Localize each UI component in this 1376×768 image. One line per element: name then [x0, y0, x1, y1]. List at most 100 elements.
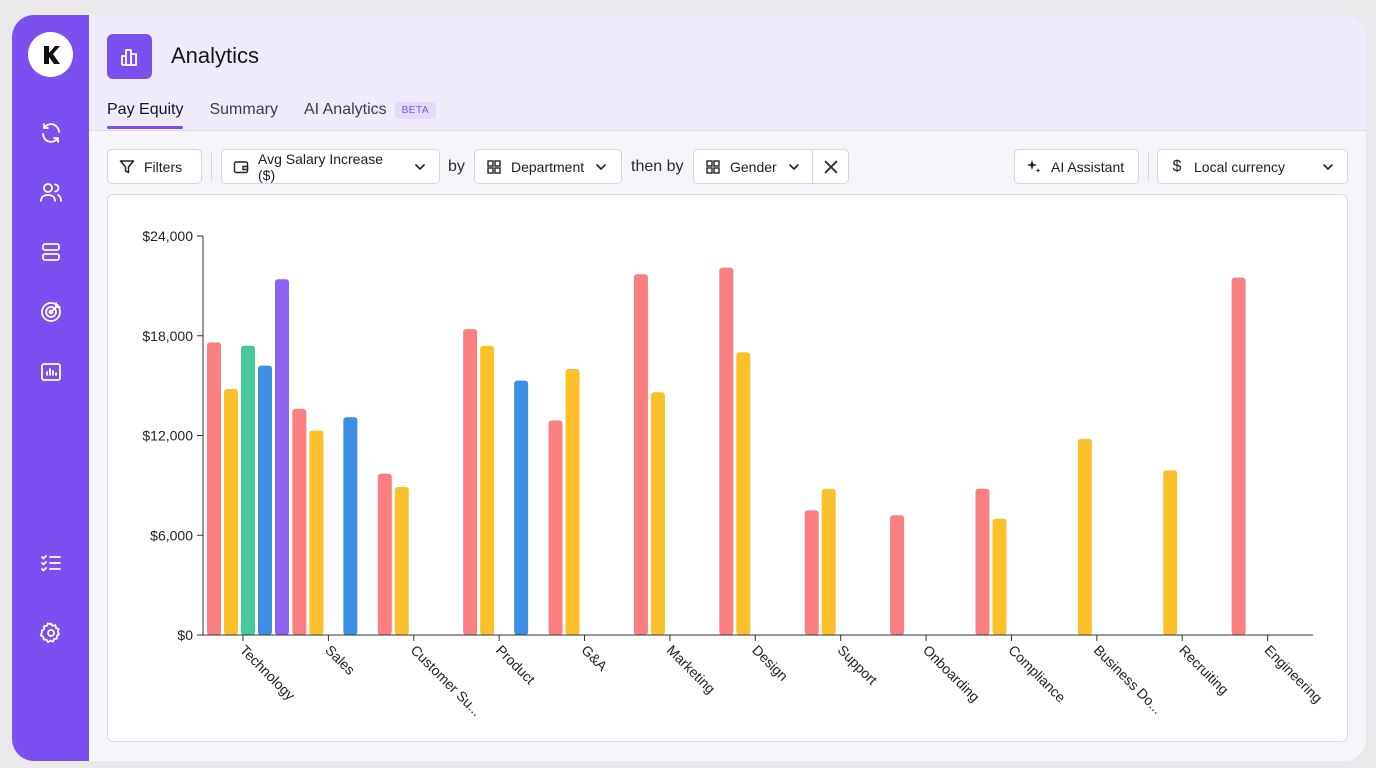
bar-series	[207, 267, 1246, 635]
bar-g-a-s1[interactable]	[548, 420, 563, 635]
x-tick-label: Customer Su...	[408, 642, 485, 719]
bar-onboarding-s1[interactable]	[890, 515, 905, 635]
bar-design-s2[interactable]	[736, 352, 751, 635]
y-axis: $0 $6,000 $12,000 $18,000 $24,000	[142, 228, 204, 643]
toolbar-divider	[211, 153, 212, 181]
grid-icon	[706, 159, 720, 174]
chevron-down-icon	[596, 163, 606, 170]
filters-label: Filters	[144, 158, 183, 175]
tab-label: Pay Equity	[107, 101, 184, 118]
metric-dropdown[interactable]: Avg Salary Increase ($)	[221, 149, 440, 184]
tab-label: Summary	[209, 101, 278, 118]
metric-label: Avg Salary Increase ($)	[258, 150, 384, 183]
then-by-dropdown[interactable]: Gender	[693, 149, 849, 184]
bar-technology-s4[interactable]	[258, 365, 272, 635]
tab-summary[interactable]: Summary	[209, 101, 277, 127]
bar-customer-su--s1[interactable]	[377, 473, 392, 635]
bar-customer-su--s2[interactable]	[394, 487, 409, 635]
main-content: Analytics Pay Equity Summary AI Analytic…	[89, 15, 1366, 761]
bar-chart-icon	[107, 34, 152, 79]
then-by-label: then by	[631, 158, 684, 175]
chevron-down-icon	[415, 163, 425, 170]
x-tick-label: Compliance	[1005, 642, 1069, 706]
ai-assistant-label: AI Assistant	[1051, 158, 1125, 175]
bar-sales-s4[interactable]	[343, 417, 358, 635]
x-tick-label: Engineering	[1261, 642, 1325, 706]
tab-label: AI Analytics	[303, 101, 387, 118]
bar-support-s2[interactable]	[821, 488, 836, 635]
currency-label: Local currency	[1194, 158, 1286, 175]
x-tick-label: Product	[493, 642, 539, 688]
x-tick-label: Support	[835, 642, 881, 688]
bar-sales-s1[interactable]	[292, 408, 307, 635]
close-icon	[824, 160, 837, 173]
bar-chart: $0 $6,000 $12,000 $18,000 $24,000 Technology…	[142, 228, 1326, 719]
x-tick-label: Recruiting	[1176, 642, 1232, 698]
beta-badge: BETA	[394, 101, 437, 119]
then-by-value: Gender	[730, 158, 777, 175]
toolbar-divider	[1148, 153, 1149, 181]
settings-gear-icon[interactable]	[37, 619, 64, 646]
clear-group-button[interactable]	[813, 150, 848, 183]
bar-engineering-s1[interactable]	[1231, 277, 1246, 635]
bar-business-do--s2[interactable]	[1077, 438, 1092, 635]
app-window: Analytics Pay Equity Summary AI Analytic…	[12, 15, 1366, 761]
currency-dropdown[interactable]: $ Local currency	[1157, 149, 1348, 184]
bar-design-s1[interactable]	[719, 267, 734, 635]
bar-product-s4[interactable]	[514, 380, 529, 635]
bar-recruiting-s2[interactable]	[1163, 470, 1178, 635]
group-by-dropdown[interactable]: Department	[474, 149, 622, 184]
checklist-icon[interactable]	[37, 549, 64, 576]
page-title: Analytics	[171, 43, 260, 68]
x-tick-label: Design	[749, 642, 791, 684]
tab-pay-equity[interactable]: Pay Equity	[107, 101, 184, 129]
sidebar	[12, 15, 102, 761]
bar-compliance-s1[interactable]	[975, 488, 990, 635]
sparkle-icon	[1027, 159, 1041, 173]
brand-logo-icon[interactable]	[28, 32, 73, 77]
bar-marketing-s1[interactable]	[633, 274, 648, 635]
grid-icon	[487, 159, 501, 174]
tab-ai-analytics[interactable]: AI Analytics BETA	[303, 101, 437, 127]
sync-icon[interactable]	[37, 119, 64, 146]
users-icon[interactable]	[37, 178, 64, 205]
x-tick-label: Marketing	[664, 642, 719, 697]
layers-icon[interactable]	[37, 238, 64, 265]
bar-technology-s3[interactable]	[241, 345, 255, 635]
chevron-down-icon	[1323, 163, 1333, 170]
bar-technology-s1[interactable]	[207, 342, 221, 635]
analytics-icon[interactable]	[37, 358, 64, 385]
bar-g-a-s2[interactable]	[565, 369, 580, 635]
chevron-down-icon	[788, 163, 799, 170]
y-tick-label: $6,000	[150, 527, 193, 543]
ai-assistant-button[interactable]: AI Assistant	[1014, 149, 1139, 184]
dollar-icon: $	[1172, 157, 1182, 175]
y-tick-label: $12,000	[142, 428, 193, 444]
bar-support-s1[interactable]	[804, 510, 819, 635]
bar-product-s1[interactable]	[463, 329, 478, 635]
x-tick-label: Onboarding	[920, 642, 983, 705]
wallet-icon	[233, 160, 249, 173]
button-separator	[812, 150, 813, 183]
bar-product-s2[interactable]	[480, 345, 495, 635]
x-axis: Technology Sales Customer Su... Product G&A M…	[203, 634, 1326, 719]
group-by-label: Department	[511, 158, 585, 175]
x-tick-label: G&A	[578, 642, 611, 675]
x-tick-label: Sales	[322, 642, 358, 678]
by-label: by	[448, 158, 465, 175]
bar-sales-s2[interactable]	[309, 430, 324, 635]
bar-technology-s2[interactable]	[224, 388, 238, 635]
bar-marketing-s2[interactable]	[650, 392, 665, 635]
bar-compliance-s2[interactable]	[992, 518, 1007, 635]
y-tick-label: $18,000	[142, 328, 193, 344]
target-icon[interactable]	[37, 298, 64, 325]
filters-button[interactable]: Filters	[107, 149, 202, 184]
x-tick-label: Technology	[237, 642, 298, 703]
page-header: Analytics Pay Equity Summary AI Analytic…	[89, 15, 1366, 131]
y-tick-label: $0	[177, 627, 193, 643]
chart-card: $0 $6,000 $12,000 $18,000 $24,000 Technology…	[107, 194, 1348, 742]
bar-technology-s5[interactable]	[275, 279, 289, 635]
x-tick-label: Business Do...	[1091, 642, 1166, 717]
y-tick-label: $24,000	[142, 228, 193, 244]
filter-icon	[119, 159, 135, 173]
